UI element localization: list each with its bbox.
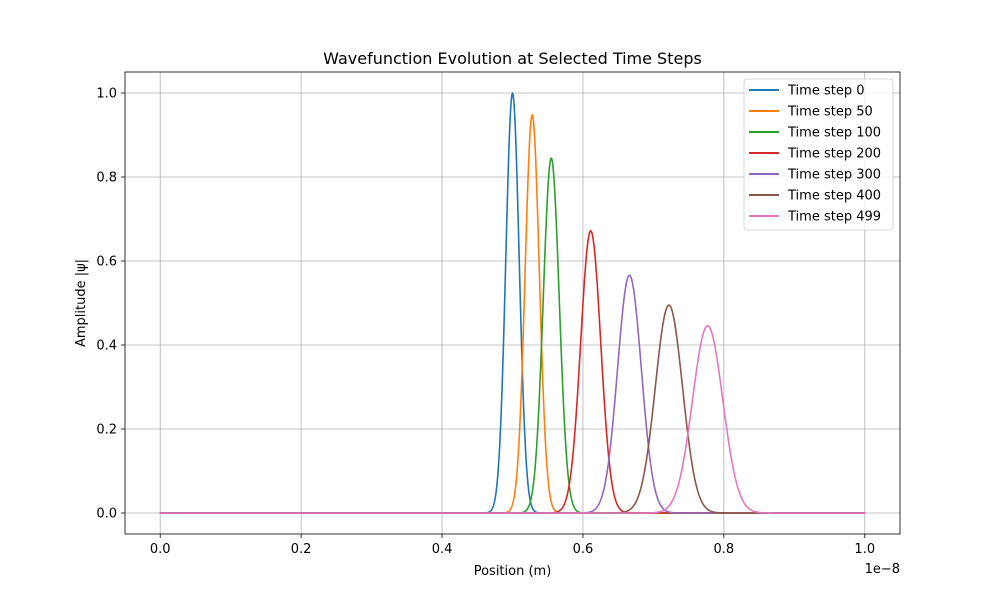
x-axis-offset-label: 1e−8 <box>865 562 900 577</box>
plot-series <box>159 92 866 514</box>
y-tick-label: 0.2 <box>96 423 117 438</box>
x-tick-label: 0.2 <box>291 542 312 557</box>
legend: Time step 0 Time step 50 Time step 100 Time… <box>743 78 894 231</box>
legend-label-6: Time step 499 <box>787 210 881 225</box>
legend-label-0: Time step 0 <box>787 84 864 99</box>
x-tick-label: 0.4 <box>432 542 453 557</box>
y-tick-label: 0.0 <box>96 507 117 522</box>
y-tick-label: 0.6 <box>96 255 117 270</box>
x-tick-label: 1.0 <box>854 542 875 557</box>
y-tick-label: 0.4 <box>96 339 117 354</box>
series-line-6 <box>159 324 866 514</box>
axes-frame <box>124 71 901 535</box>
y-tick-label: 0.8 <box>96 171 117 186</box>
chart-title: Wavefunction Evolution at Selected Time … <box>323 49 702 68</box>
legend-label-4: Time step 300 <box>787 168 881 183</box>
axis-ticks: 0.0 0.2 0.4 0.6 0.8 1.0 0.0 0.2 0.4 0.6 0.8 1.0 <box>96 87 875 558</box>
x-axis-label: Position (m) <box>474 564 552 579</box>
x-tick-label: 0.6 <box>573 542 594 557</box>
legend-label-1: Time step 50 <box>787 105 873 120</box>
legend-items: Time step 0 Time step 50 Time step 100 Time… <box>749 84 881 225</box>
legend-label-2: Time step 100 <box>787 126 881 141</box>
legend-label-3: Time step 200 <box>787 147 881 162</box>
x-tick-label: 0.0 <box>150 542 171 557</box>
legend-box <box>743 78 894 231</box>
y-axis-label: Amplitude |ψ| <box>74 259 89 347</box>
y-tick-label: 1.0 <box>96 87 117 102</box>
x-tick-label: 0.8 <box>714 542 735 557</box>
legend-label-5: Time step 400 <box>787 189 881 204</box>
